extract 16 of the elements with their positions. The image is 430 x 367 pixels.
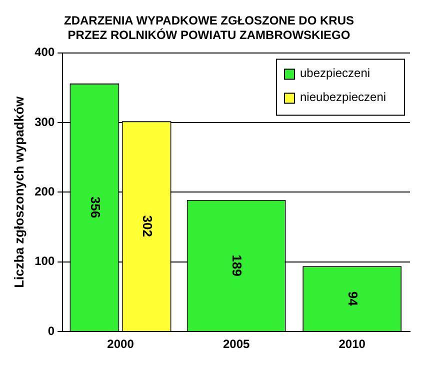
data-label: 189 bbox=[230, 254, 245, 276]
y-tick-label: 300 bbox=[34, 114, 55, 129]
x-tick-label: 2010 bbox=[338, 337, 366, 352]
data-label: 356 bbox=[88, 196, 103, 218]
chart-title: ZDARZENIA WYPADKOWE ZGŁOSZONE DO KRUS PRZEZ ROLNIKÓW POWIATU ZAMBROWSKIEGO bbox=[64, 14, 354, 42]
data-label: 302 bbox=[140, 215, 155, 237]
y-tick-label: 100 bbox=[34, 254, 55, 268]
y-axis-title: Liczba zgłoszonych wypadków bbox=[11, 96, 26, 288]
y-tick-label: 400 bbox=[34, 45, 55, 60]
legend-label: ubezpieczeni bbox=[300, 66, 370, 80]
legend-label: nieubezpieczeni bbox=[300, 90, 386, 104]
x-tick-label: 2000 bbox=[107, 337, 134, 352]
data-label: 94 bbox=[346, 291, 361, 307]
y-tick-label: 0 bbox=[48, 324, 55, 338]
x-tick-label: 2005 bbox=[222, 337, 250, 352]
y-tick-label: 200 bbox=[34, 184, 55, 199]
